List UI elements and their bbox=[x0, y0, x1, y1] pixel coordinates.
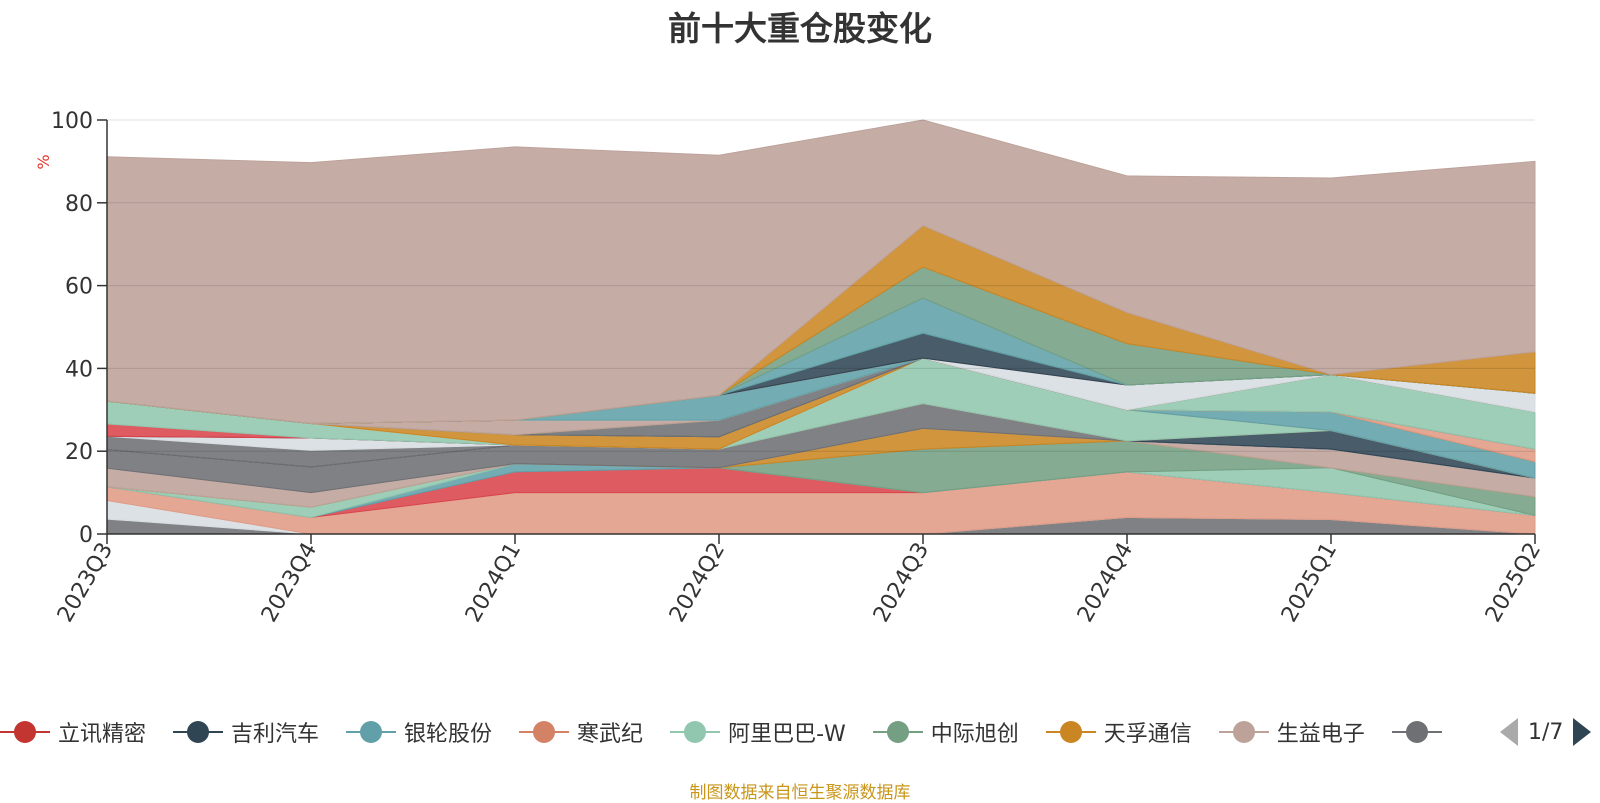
legend-marker-icon bbox=[1391, 719, 1442, 745]
legend-marker-icon bbox=[1045, 719, 1096, 745]
legend-item-label: 寒武纪 bbox=[577, 722, 644, 747]
y-tick-label: 20 bbox=[65, 440, 93, 465]
area-series-group bbox=[106, 119, 1536, 535]
legend-item-label: 生益电子 bbox=[1276, 722, 1365, 747]
legend-item-label: 天孚通信 bbox=[1103, 722, 1192, 747]
x-tick-label: 2024Q3 bbox=[869, 539, 934, 627]
source-note: 制图数据来自恒生聚源数据库 bbox=[689, 783, 911, 803]
legend-item-label: 中际旭创 bbox=[930, 722, 1019, 747]
legend-marker-icon bbox=[0, 719, 50, 745]
y-tick-label: 100 bbox=[51, 109, 93, 134]
legend-item[interactable]: 中际旭创 bbox=[872, 716, 1019, 748]
y-tick-label: 60 bbox=[65, 275, 93, 300]
legend-item-label: 立讯精密 bbox=[58, 722, 147, 747]
legend-item[interactable] bbox=[1391, 719, 1450, 745]
legend-item-label: 银轮股份 bbox=[404, 722, 493, 747]
legend-item-label: 阿里巴巴-W bbox=[728, 722, 846, 747]
grid-lines bbox=[107, 119, 1535, 452]
legend-marker-icon bbox=[519, 719, 570, 745]
legend-marker-icon bbox=[346, 719, 397, 745]
x-tick-label: 2024Q1 bbox=[461, 539, 526, 627]
legend-marker-icon bbox=[1218, 719, 1269, 745]
legend-item[interactable]: 天孚通信 bbox=[1045, 716, 1192, 748]
x-tick-label: 2025Q2 bbox=[1481, 539, 1546, 627]
legend-marker-icon bbox=[173, 719, 224, 745]
legend-item[interactable]: 寒武纪 bbox=[519, 716, 643, 748]
legend-prev-page-icon[interactable] bbox=[1500, 718, 1518, 746]
y-tick-label: 80 bbox=[65, 192, 93, 217]
legend-item[interactable]: 银轮股份 bbox=[346, 716, 492, 748]
y-tick-label: 0 bbox=[79, 523, 93, 548]
legend: 立讯精密 吉利汽车 银轮股份 寒武纪 阿里巴巴-W 中际旭创 天孚通信 生益电子 bbox=[0, 712, 1477, 752]
x-tick-label: 2024Q2 bbox=[665, 539, 730, 627]
y-axis-label: % bbox=[34, 154, 53, 169]
y-tick-label: 40 bbox=[65, 357, 93, 382]
legend-page-indicator: 1/7 bbox=[1528, 719, 1564, 745]
legend-item[interactable]: 吉利汽车 bbox=[173, 716, 319, 748]
x-tick-label: 2023Q4 bbox=[257, 539, 322, 627]
legend-marker-icon bbox=[670, 719, 721, 745]
area-series-44[interactable] bbox=[106, 119, 1536, 425]
legend-item[interactable]: 生益电子 bbox=[1218, 716, 1365, 748]
x-tick-label: 2023Q3 bbox=[53, 539, 118, 627]
legend-pager: 1/7 bbox=[1500, 718, 1592, 746]
legend-next-page-icon[interactable] bbox=[1573, 718, 1592, 746]
chart-title: 前十大重仓股变化 bbox=[668, 9, 932, 48]
legend-item[interactable]: 阿里巴巴-W bbox=[670, 716, 846, 748]
legend-item[interactable]: 立讯精密 bbox=[0, 716, 146, 748]
x-tick-label: 2024Q4 bbox=[1073, 539, 1138, 627]
x-tick-label: 2025Q1 bbox=[1277, 539, 1342, 627]
legend-marker-icon bbox=[872, 719, 923, 745]
chart-plot: 0 20 40 60 80 100 2023Q3 2023Q4 2024Q1 2024Q2 2024… bbox=[34, 109, 1546, 627]
legend-item-label: 吉利汽车 bbox=[231, 722, 320, 747]
